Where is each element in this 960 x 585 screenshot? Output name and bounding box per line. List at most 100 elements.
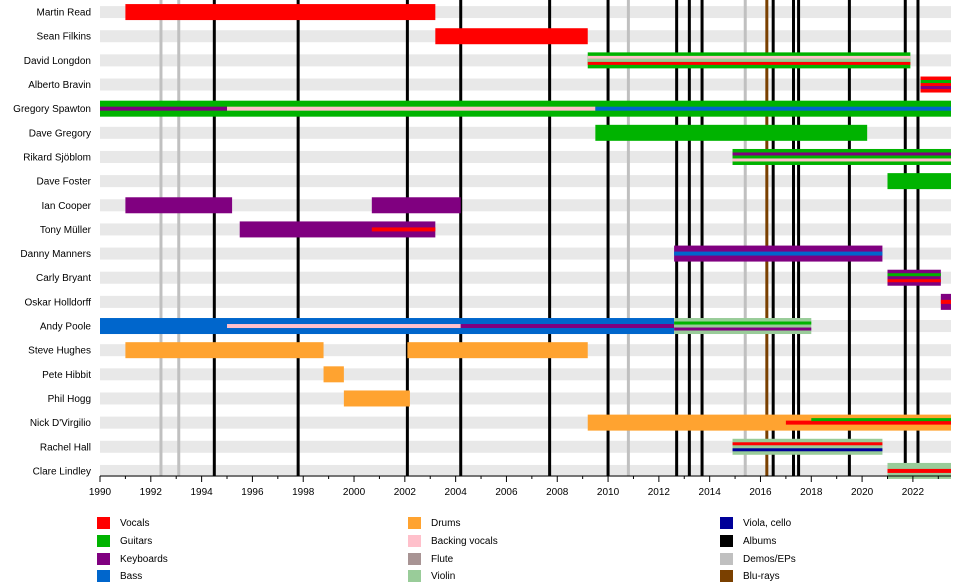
row-background <box>100 392 951 405</box>
x-tick-label: 2008 <box>546 487 569 498</box>
event-line-demos-eps <box>159 0 163 476</box>
bar-backing-vocals <box>227 324 461 329</box>
member-label: Ian Cooper <box>42 201 92 212</box>
bar-keyboards <box>125 197 233 214</box>
row-background <box>100 464 951 477</box>
bar-keyboards <box>887 269 941 286</box>
event-line-blu-rays <box>765 0 769 476</box>
x-tick-label: 2014 <box>699 487 722 498</box>
bar-vocals <box>940 299 951 304</box>
bar-drums <box>343 390 410 407</box>
x-tick-label: 2012 <box>648 487 671 498</box>
bar-vocals <box>587 61 911 65</box>
x-tick-label: 2020 <box>851 487 874 498</box>
member-label: Danny Manners <box>20 249 91 260</box>
row-background <box>100 175 951 188</box>
x-tick-label: 2004 <box>445 487 468 498</box>
row-background <box>100 223 951 236</box>
bar-guitars <box>887 273 941 277</box>
event-line-albums <box>771 0 775 476</box>
bar-backing-vocals <box>227 106 596 111</box>
bar-backing-vocals <box>732 158 951 162</box>
bar-vocals <box>887 468 951 473</box>
member-label: Phil Hogg <box>48 394 91 405</box>
row-background <box>100 78 951 91</box>
event-line-albums <box>687 0 691 476</box>
bar-guitars <box>887 173 951 190</box>
bar-viola-cello <box>732 448 883 452</box>
member-label: Tony Müller <box>40 225 92 236</box>
x-tick-label: 1990 <box>89 487 112 498</box>
member-label: Pete Hibbit <box>42 370 91 381</box>
bar-guitars <box>595 124 868 141</box>
row-background <box>100 199 951 212</box>
event-line-albums <box>405 0 409 476</box>
event-line-albums <box>459 0 463 476</box>
event-line-demos-eps <box>177 0 181 476</box>
bar-guitars <box>732 148 951 165</box>
bar-vocals <box>732 442 883 446</box>
x-tick-label: 2022 <box>902 487 925 498</box>
bar-vocals <box>920 76 951 93</box>
bar-keyboards <box>239 221 436 238</box>
member-label: Dave Foster <box>37 177 92 188</box>
event-line-albums <box>606 0 610 476</box>
bar-drums <box>407 342 588 359</box>
x-tick-label: 1992 <box>140 487 163 498</box>
bar-guitars <box>811 418 951 422</box>
member-label: Carly Bryant <box>36 273 91 284</box>
bar-vocals <box>435 28 588 45</box>
x-tick-label: 2002 <box>394 487 417 498</box>
row-background <box>100 271 951 284</box>
bar-guitars <box>920 80 951 84</box>
bar-drums <box>323 366 344 383</box>
event-line-albums <box>792 0 796 476</box>
bar-keyboards <box>920 86 951 90</box>
bar-vocals <box>371 227 436 232</box>
event-line-albums <box>916 0 920 476</box>
member-label: Sean Filkins <box>37 32 91 43</box>
member-label: Clare Lindley <box>33 466 91 477</box>
member-label: Rachel Hall <box>40 442 91 453</box>
member-bars-layer <box>100 4 951 479</box>
x-tick-label: 1996 <box>241 487 264 498</box>
bar-keyboards <box>371 197 461 214</box>
bar-backing-vocals <box>587 55 911 59</box>
member-label: Dave Gregory <box>29 128 91 139</box>
member-label: Martin Read <box>37 8 91 19</box>
member-label: Rikard Sjöblom <box>23 152 91 163</box>
bar-vocals <box>785 420 951 425</box>
bar-drums <box>125 342 324 359</box>
bar-bass <box>674 251 883 256</box>
x-tick-label: 1994 <box>190 487 213 498</box>
member-label: Alberto Bravin <box>28 80 91 91</box>
event-line-demos-eps <box>626 0 630 476</box>
member-label: Nick D'Virgilio <box>30 418 92 429</box>
row-background-layer <box>100 6 951 477</box>
member-label: Steve Hughes <box>28 346 91 357</box>
member-label: Andy Poole <box>40 322 92 333</box>
bar-vocals <box>887 279 941 283</box>
event-line-albums <box>847 0 851 476</box>
row-background <box>100 368 951 381</box>
event-line-demos-eps <box>743 0 747 476</box>
event-line-albums <box>700 0 704 476</box>
event-line-albums <box>903 0 907 476</box>
bar-violin <box>732 438 883 455</box>
x-tick-label: 2010 <box>597 487 620 498</box>
bar-keyboards <box>460 324 675 329</box>
x-tick-label: 2000 <box>343 487 366 498</box>
row-background <box>100 295 951 308</box>
event-line-albums <box>548 0 552 476</box>
bar-vocals <box>125 4 436 21</box>
bar-keyboards <box>100 106 228 111</box>
member-label: David Longdon <box>24 56 91 67</box>
x-tick-label: 2018 <box>800 487 823 498</box>
member-labels-layer: Martin Read Sean Filkins David Longdon Albe… <box>13 8 91 478</box>
bar-bass <box>595 106 951 111</box>
bar-violin <box>587 58 911 62</box>
bar-guitars <box>674 321 812 325</box>
event-line-albums <box>296 0 300 476</box>
x-tick-label: 2006 <box>495 487 518 498</box>
